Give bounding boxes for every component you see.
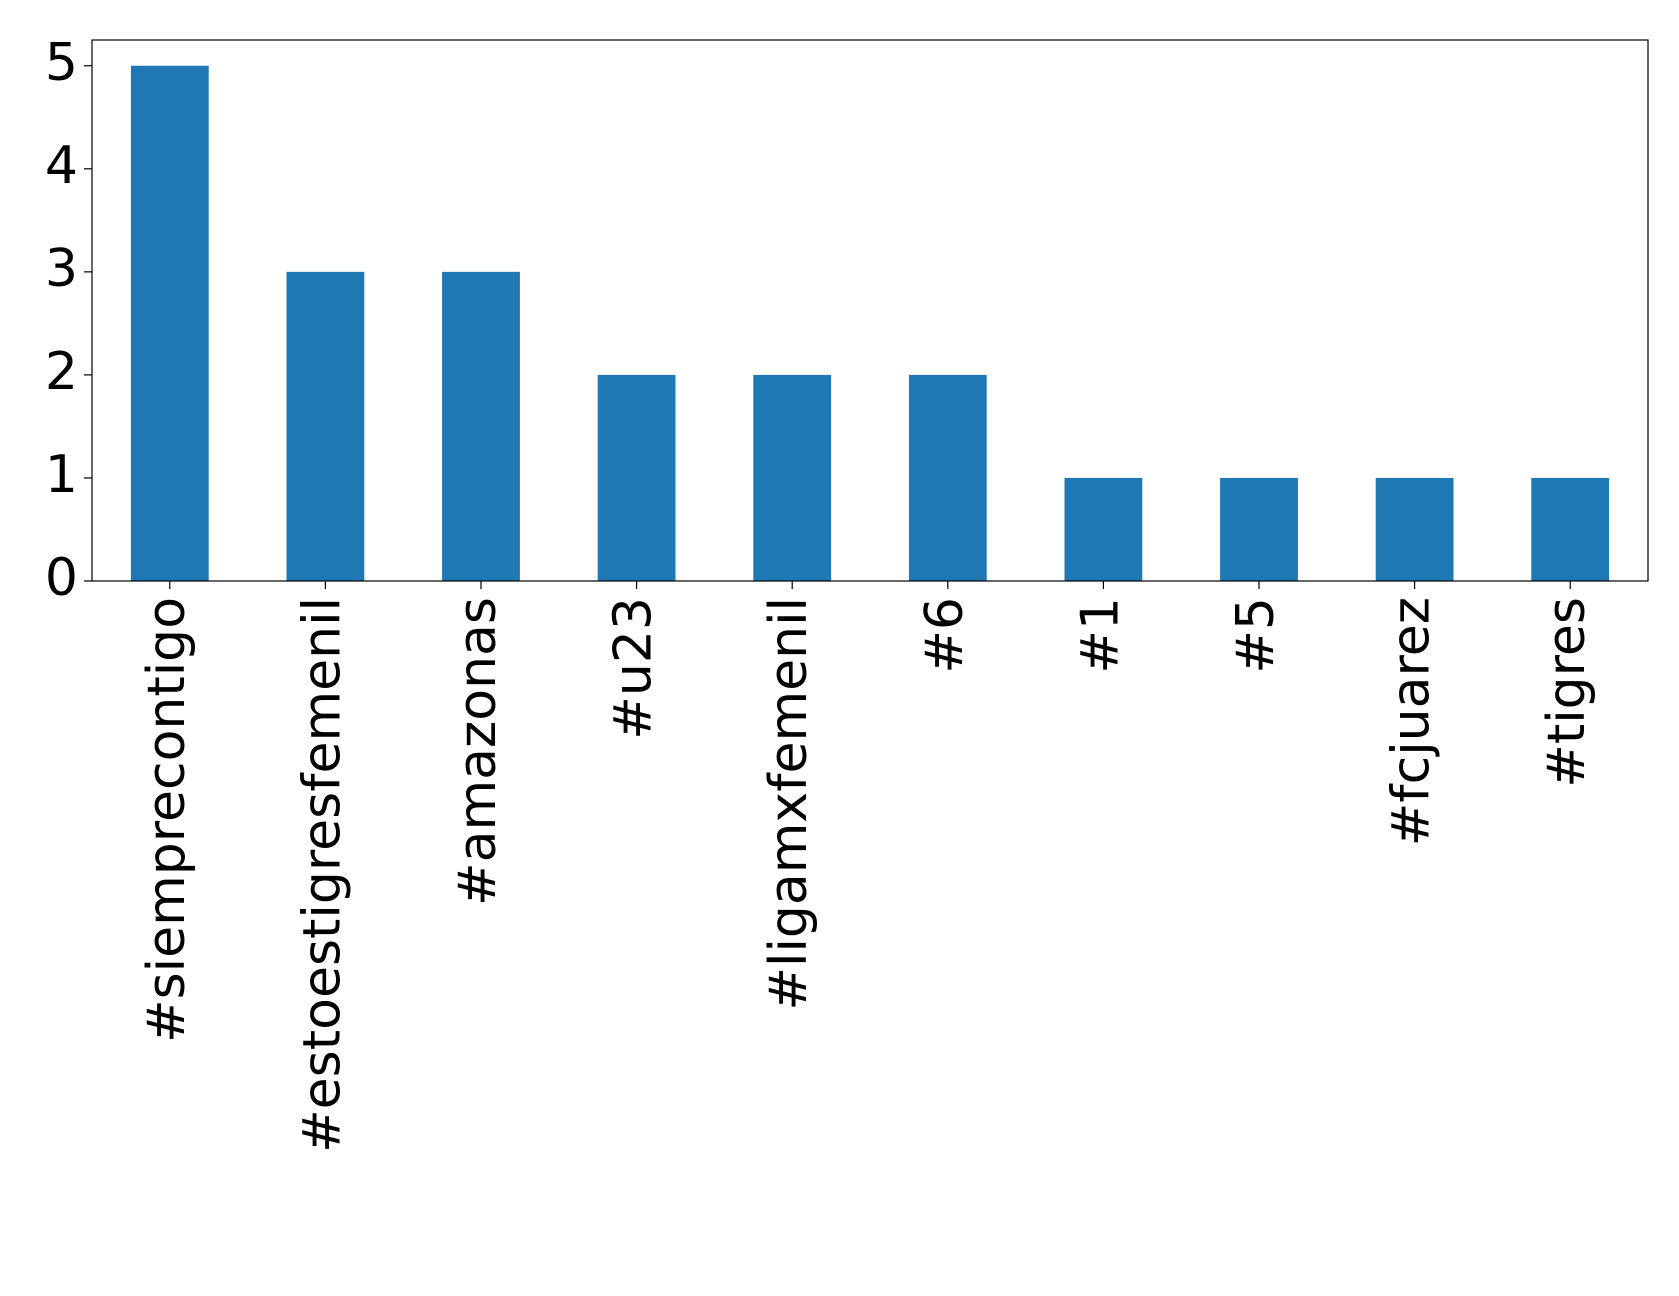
bar xyxy=(908,374,987,581)
x-tick-label: #u23 xyxy=(604,597,664,740)
x-tick-label: #amazonas xyxy=(448,597,508,906)
bar xyxy=(442,271,520,581)
bar xyxy=(1064,477,1143,581)
y-tick-label: 3 xyxy=(45,239,78,299)
bar xyxy=(130,65,209,581)
y-tick-label: 5 xyxy=(45,33,78,93)
y-tick-label: 4 xyxy=(45,136,78,196)
x-tick-label: #1 xyxy=(1070,597,1130,674)
bar xyxy=(286,271,365,581)
x-tick-label: #estoestigresfemenil xyxy=(292,597,352,1153)
x-tick-label: #fcjuarez xyxy=(1382,597,1442,846)
bar xyxy=(753,374,832,581)
x-tick-label: #siemprecontigo xyxy=(137,597,197,1043)
y-tick-label: 1 xyxy=(45,445,78,505)
bar xyxy=(597,374,676,581)
bar xyxy=(1375,477,1454,581)
x-tick-label: #tigres xyxy=(1537,597,1597,788)
x-tick-label: #5 xyxy=(1226,597,1286,674)
x-tick-label: #ligamxfemenil xyxy=(759,597,819,1011)
bar xyxy=(1220,477,1298,581)
y-tick-label: 2 xyxy=(45,342,78,402)
x-tick-label: #6 xyxy=(915,597,975,674)
y-tick-label: 0 xyxy=(45,548,78,608)
bar xyxy=(1531,477,1610,581)
plot-frame xyxy=(91,39,1649,582)
